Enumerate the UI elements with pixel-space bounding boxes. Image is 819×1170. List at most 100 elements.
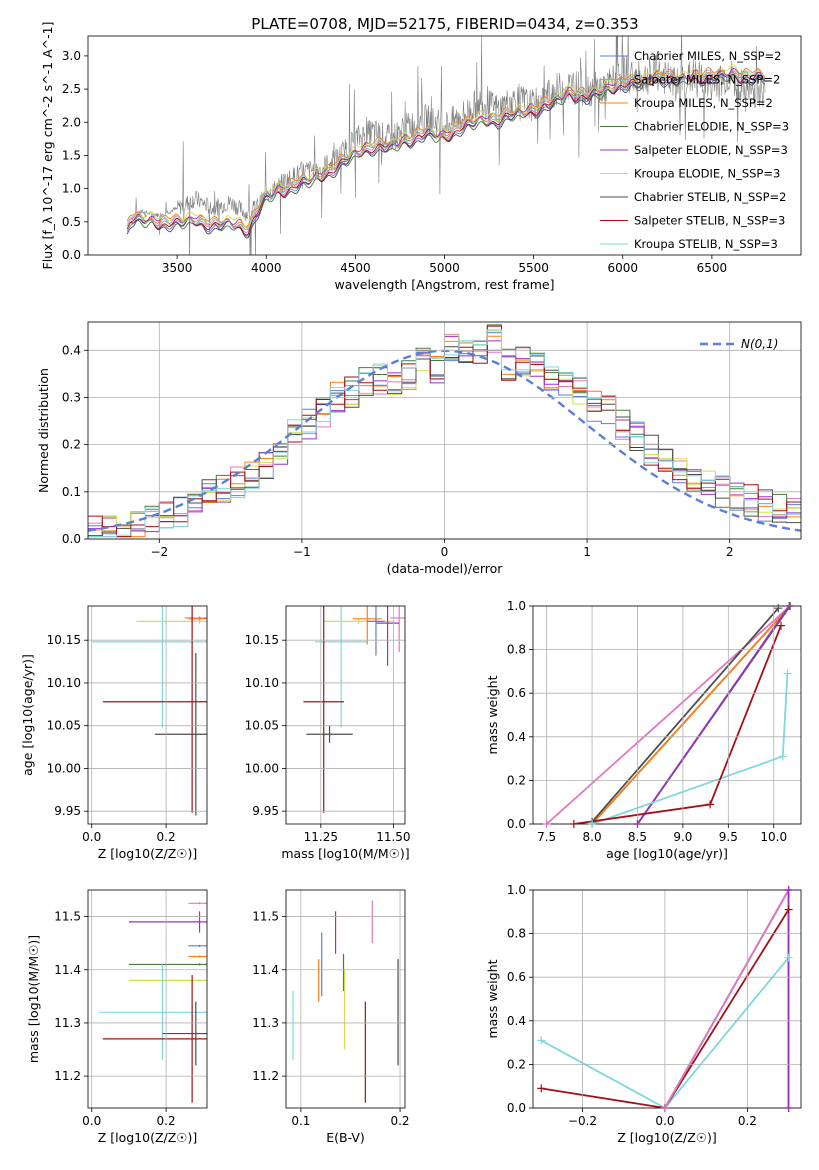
y-tick-label: 0.0 bbox=[62, 248, 81, 262]
y-axis-label: mass weight bbox=[485, 675, 500, 754]
x-axis-label: (data-model)/error bbox=[387, 561, 504, 576]
x-tick-label: 0.1 bbox=[291, 1114, 310, 1128]
y-tick-label: 0.3 bbox=[62, 390, 81, 404]
x-tick-label: 2 bbox=[726, 545, 734, 559]
mass-weight-marker bbox=[542, 820, 551, 828]
mass-weight-marker bbox=[569, 820, 578, 828]
y-tick-label: 0.2 bbox=[507, 773, 526, 787]
mass-weight-line bbox=[636, 606, 790, 824]
x-tick-label: 6500 bbox=[697, 261, 728, 275]
y-tick-label: 10.10 bbox=[245, 676, 279, 690]
panel-mass-vs-z: 0.0 0.2 11.2 11.3 11.4 11.5 Z [log10(Z/Z☉)] mas… bbox=[26, 889, 208, 1145]
mass-weight-marker bbox=[660, 1104, 669, 1112]
panel-age-vs-z: 0.0 0.2 9.95 10.00 10.05 10.10 10.15 Z [log10(Z… bbox=[20, 605, 208, 861]
y-tick-label: 1.0 bbox=[507, 883, 526, 897]
plot-area bbox=[126, 36, 766, 255]
mass-weight-marker bbox=[706, 800, 715, 809]
x-tick-label: −1 bbox=[293, 545, 311, 559]
mass-weight-line bbox=[591, 607, 779, 823]
mass-weight-marker bbox=[785, 602, 794, 610]
y-tick-label: 9.95 bbox=[54, 804, 81, 818]
panel-mass-weight-vs-age: 7.5 8.0 8.5 9.0 9.5 10.0 0.0 0.2 0.4 0.6 0.8 1.0 age… bbox=[485, 599, 802, 861]
legend-label: Kroupa STELIB, N_SSP=3 bbox=[634, 237, 778, 251]
mass-weight-marker bbox=[537, 1084, 546, 1093]
x-tick-label: 8.5 bbox=[628, 830, 647, 844]
y-tick-label: 10.00 bbox=[47, 761, 81, 775]
mass-weight-marker bbox=[784, 1104, 793, 1112]
mass-weight-marker bbox=[588, 820, 597, 828]
x-axis-label: age [log10(age/yr)] bbox=[606, 846, 728, 861]
mass-weight-marker bbox=[778, 752, 787, 761]
x-tick-label: 5000 bbox=[429, 261, 460, 275]
spectrum-legend: Chabrier MILES, N_SSP=2 Salpeter MILES, N… bbox=[600, 49, 789, 251]
mass-weight-marker bbox=[774, 604, 783, 613]
y-tick-label: 0.4 bbox=[62, 343, 81, 357]
y-tick-label: 0.2 bbox=[507, 1057, 526, 1071]
mass-weight-marker bbox=[633, 820, 642, 828]
axes-frame bbox=[87, 889, 208, 1109]
y-tick-label: 0.0 bbox=[507, 817, 526, 831]
x-tick-label: 0.2 bbox=[157, 1114, 176, 1128]
x-tick-label: 4500 bbox=[340, 261, 371, 275]
x-tick-label: 4000 bbox=[251, 261, 282, 275]
y-tick-label: 0.8 bbox=[507, 927, 526, 941]
legend-label: Kroupa MILES, N_SSP=2 bbox=[634, 96, 773, 110]
plot-area bbox=[303, 606, 405, 813]
y-tick-label: 11.3 bbox=[252, 1016, 279, 1030]
figure-title: PLATE=0708, MJD=52175, FIBERID=0434, z=0… bbox=[251, 15, 638, 33]
x-axis-label: mass [log10(M/M☉)] bbox=[281, 846, 409, 861]
y-tick-label: 2.5 bbox=[62, 82, 81, 96]
y-tick-label: 0.0 bbox=[507, 1101, 526, 1115]
legend-label: Chabrier MILES, N_SSP=2 bbox=[634, 49, 781, 63]
y-axis-label: age [log10(age/yr)] bbox=[20, 654, 35, 776]
panel-mass-weight-vs-z: −0.2 0.0 0.2 0.0 0.2 0.4 0.6 0.8 1.0 Z [log10(Z/Z… bbox=[485, 883, 802, 1145]
y-tick-label: 1.0 bbox=[62, 182, 81, 196]
mass-weight-line bbox=[591, 606, 791, 824]
panel-residuals: −2 −1 0 1 2 0.0 0.1 0.2 0.3 0.4 (data-model)/error… bbox=[36, 321, 802, 576]
x-tick-label: 9.0 bbox=[673, 830, 692, 844]
observed-spectrum-line bbox=[130, 36, 766, 255]
y-tick-label: 11.4 bbox=[252, 963, 279, 977]
x-tick-label: −2 bbox=[150, 545, 168, 559]
model-spectrum-line bbox=[126, 67, 765, 228]
y-tick-label: 0.5 bbox=[62, 215, 81, 229]
y-tick-label: 1.5 bbox=[62, 148, 81, 162]
axes-frame bbox=[285, 889, 406, 1109]
x-tick-label: 11.25 bbox=[304, 830, 338, 844]
y-tick-label: 11.3 bbox=[54, 1016, 81, 1030]
legend-label: Kroupa ELODIE, N_SSP=3 bbox=[634, 167, 780, 181]
axes-frame bbox=[87, 605, 208, 825]
mass-weight-marker bbox=[537, 1036, 546, 1045]
y-tick-label: 11.4 bbox=[54, 963, 81, 977]
model-spectrum-line bbox=[126, 69, 765, 231]
legend-label: Chabrier ELODIE, N_SSP=3 bbox=[634, 120, 789, 134]
x-tick-label: 0.0 bbox=[82, 1114, 101, 1128]
y-tick-label: 11.2 bbox=[54, 1069, 81, 1083]
y-tick-label: 1.0 bbox=[507, 599, 526, 613]
axes-frame bbox=[532, 889, 802, 1109]
mass-weight-marker bbox=[777, 621, 786, 630]
y-tick-label: 10.00 bbox=[245, 761, 279, 775]
legend-label: Salpeter ELODIE, N_SSP=3 bbox=[634, 143, 788, 157]
mass-weight-line bbox=[664, 890, 790, 1108]
y-tick-label: 0.4 bbox=[507, 730, 526, 744]
x-tick-label: 0.2 bbox=[157, 830, 176, 844]
y-axis-label: Normed distribution bbox=[36, 368, 51, 493]
y-tick-label: 10.10 bbox=[47, 676, 81, 690]
mass-weight-marker bbox=[784, 905, 793, 914]
x-tick-label: 0.2 bbox=[390, 1114, 409, 1128]
plot-area bbox=[91, 606, 207, 816]
x-tick-label: 10.0 bbox=[760, 830, 787, 844]
x-tick-label: 8.0 bbox=[583, 830, 602, 844]
y-tick-label: 0.2 bbox=[62, 438, 81, 452]
mass-weight-marker bbox=[783, 669, 792, 678]
y-tick-label: 0.6 bbox=[507, 686, 526, 700]
axes-frame bbox=[285, 605, 406, 825]
x-tick-label: 3500 bbox=[162, 261, 193, 275]
y-tick-label: 10.15 bbox=[47, 633, 81, 647]
x-tick-label: 5500 bbox=[518, 261, 549, 275]
legend-label: N(0,1) bbox=[741, 337, 778, 351]
x-axis-label: Z [log10(Z/Z☉)] bbox=[617, 1130, 717, 1145]
y-tick-label: 0.0 bbox=[62, 532, 81, 546]
